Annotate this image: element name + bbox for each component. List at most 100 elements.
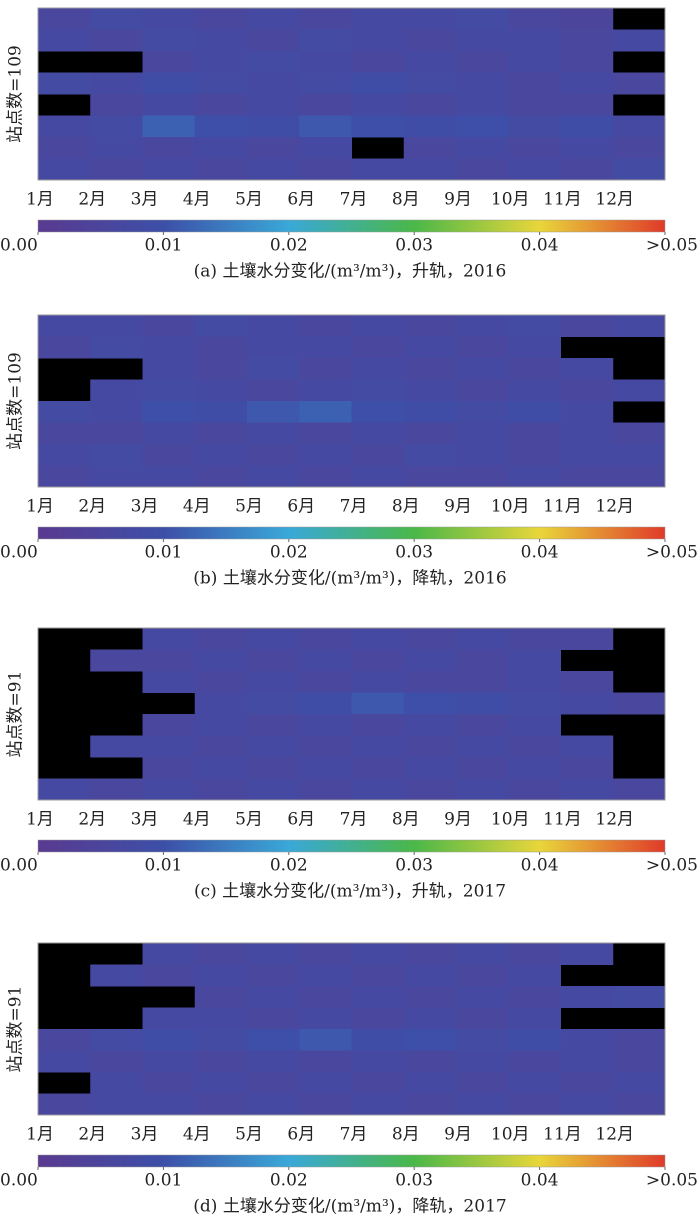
heat-cell xyxy=(351,649,405,672)
heat-cell xyxy=(247,757,300,779)
heat-cell xyxy=(456,358,509,380)
heat-cell xyxy=(351,401,405,423)
heat-cell xyxy=(299,158,352,181)
x-tick-label: 9月 xyxy=(444,497,472,517)
heat-cell xyxy=(403,94,457,116)
heat-cell xyxy=(142,72,196,95)
heat-cell xyxy=(38,137,91,159)
heat-cell xyxy=(142,1029,196,1051)
chart-caption: (b) 土壤水分变化/(m³/m³)，降轨，2016 xyxy=(193,568,506,589)
colorbar-tick-label: 0.02 xyxy=(270,236,308,256)
heat-cell xyxy=(456,1093,509,1116)
plot-frame xyxy=(37,314,666,488)
heat-cell xyxy=(560,943,614,965)
plot-frame xyxy=(37,7,666,181)
heat-cell xyxy=(403,1050,457,1073)
heat-cell xyxy=(90,8,143,30)
x-tick-label: 3月 xyxy=(131,810,159,830)
heat-cell xyxy=(194,336,248,359)
heat-cell xyxy=(456,315,509,337)
heat-cell xyxy=(247,72,300,95)
heat-cell xyxy=(351,29,405,52)
heat-cell xyxy=(90,94,143,116)
heat-cell xyxy=(38,401,91,423)
heat-cell xyxy=(90,422,143,445)
heat-cell xyxy=(142,379,196,402)
heat-cell xyxy=(247,115,300,138)
x-tick-label: 3月 xyxy=(131,497,159,517)
heat-cell xyxy=(299,444,352,466)
heat-cell xyxy=(508,714,561,736)
heat-cell xyxy=(456,692,509,715)
x-tick-label: 10月 xyxy=(491,810,530,830)
colorbar-tick-label: 0.03 xyxy=(395,856,433,876)
heat-cell xyxy=(299,379,352,402)
heat-cell xyxy=(508,628,561,650)
heat-cell xyxy=(90,379,143,402)
heat-cell xyxy=(194,51,248,73)
heat-cell xyxy=(456,1050,509,1073)
heat-cell xyxy=(194,692,248,715)
heat-cell xyxy=(560,379,614,402)
heat-cell xyxy=(299,778,352,801)
heat-cell xyxy=(612,137,666,159)
heat-cell xyxy=(194,137,248,159)
heat-cell xyxy=(508,943,561,965)
colorbar-tick-label: 0.04 xyxy=(521,1171,559,1191)
heat-cell xyxy=(508,986,561,1008)
heat-cell xyxy=(247,94,300,116)
heat-cell xyxy=(508,379,561,402)
heat-cell xyxy=(90,465,143,488)
heat-cell xyxy=(299,72,352,95)
heat-cell xyxy=(403,115,457,138)
heat-cell xyxy=(403,628,457,650)
heat-cell xyxy=(403,757,457,779)
x-tick-label: 7月 xyxy=(340,1125,368,1145)
heat-cell xyxy=(299,943,352,965)
heat-cell xyxy=(38,1050,91,1073)
heat-cell xyxy=(247,1007,300,1030)
heat-cell xyxy=(299,986,352,1008)
colorbar-tick-label: 0.00 xyxy=(0,1171,38,1191)
heat-cell xyxy=(612,986,666,1008)
heat-cell xyxy=(142,358,196,380)
heat-cell xyxy=(299,315,352,337)
x-tick-label: 2月 xyxy=(78,190,106,210)
x-tick-label: 11月 xyxy=(543,810,582,830)
heat-cell xyxy=(142,115,196,138)
heat-cell xyxy=(194,94,248,116)
heat-cell xyxy=(247,444,300,466)
heat-cell xyxy=(194,943,248,965)
x-tick-label: 6月 xyxy=(287,497,315,517)
heat-cell xyxy=(351,692,405,715)
heat-cell xyxy=(456,158,509,181)
heat-cell xyxy=(508,757,561,779)
heat-cell xyxy=(612,1072,666,1094)
heat-cell xyxy=(612,315,666,337)
heat-cell xyxy=(38,29,91,52)
y-axis-label: 站点数=91 xyxy=(6,671,26,758)
heat-cell xyxy=(456,379,509,402)
heat-cell xyxy=(299,137,352,159)
heat-cell xyxy=(142,1050,196,1073)
heat-cell xyxy=(299,692,352,715)
heat-cell xyxy=(299,735,352,758)
heat-cell xyxy=(194,1093,248,1116)
heat-cell xyxy=(560,465,614,488)
heat-cell xyxy=(194,422,248,445)
heat-cell xyxy=(612,778,666,801)
heat-cell xyxy=(403,1029,457,1051)
heat-cell xyxy=(351,315,405,337)
heat-cell xyxy=(403,358,457,380)
heat-cell xyxy=(351,778,405,801)
heat-cell xyxy=(194,29,248,52)
heat-cell xyxy=(142,422,196,445)
heat-cell xyxy=(351,943,405,965)
heat-cell xyxy=(560,1050,614,1073)
heat-cell xyxy=(247,465,300,488)
heat-cell xyxy=(456,401,509,423)
x-tick-label: 4月 xyxy=(183,1125,211,1145)
heat-cell xyxy=(194,1029,248,1051)
heat-cell xyxy=(194,778,248,801)
